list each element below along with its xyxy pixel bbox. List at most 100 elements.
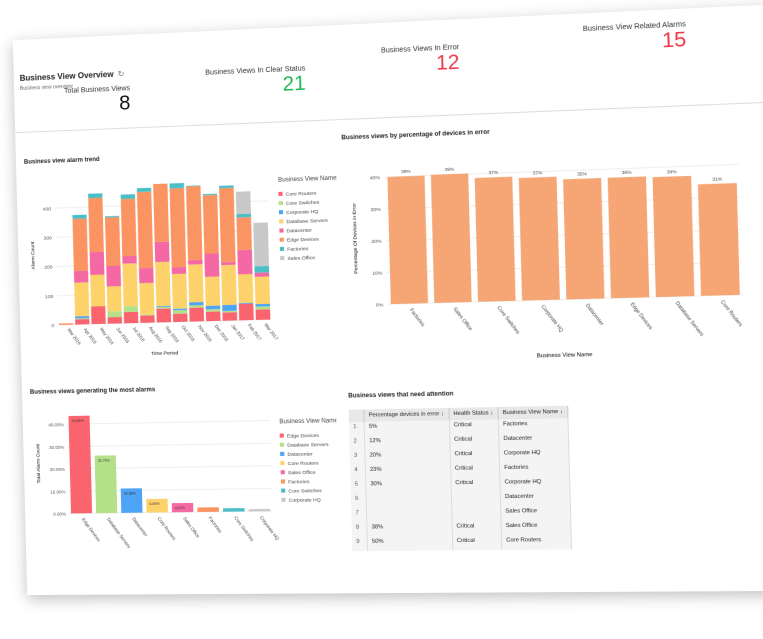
legend-swatch (278, 192, 282, 196)
bar-segment (170, 188, 186, 268)
bar-segment (189, 305, 204, 308)
attention-panel: Business views that need attention Perce… (348, 389, 572, 551)
bar-segment (122, 263, 137, 306)
bar-segment (105, 217, 121, 266)
row-number: 7 (351, 508, 367, 523)
legend-swatch (280, 452, 284, 456)
y-tick-label: 400 (43, 206, 52, 212)
bar-segment (173, 310, 188, 314)
y-tick-label: 300 (43, 235, 52, 241)
most-alarms-panel: Business views generating the most alarm… (30, 383, 340, 571)
health-status-cell: Critical (449, 434, 499, 449)
column-header-health[interactable]: Health Status ↓ (449, 407, 499, 420)
bar-segment (186, 186, 202, 260)
bar-segment (121, 194, 135, 199)
bar-segment (140, 315, 155, 323)
y-axis-label: Total Alarm Count (35, 443, 42, 483)
data-label: 34% (667, 169, 677, 175)
legend-swatch (280, 247, 284, 251)
bar-segment (221, 262, 236, 265)
data-label: 6.05% (149, 502, 159, 506)
x-tick-label: Jul 2016 (132, 326, 147, 343)
x-tick-label: Mar 2017 (263, 322, 279, 341)
row-number: 2 (349, 436, 365, 451)
gridline (67, 421, 270, 425)
data-label: 36% (622, 170, 632, 176)
table-row[interactable]: 9 50% Critical Core Routers (352, 535, 572, 551)
x-tick-label: Factories (408, 307, 426, 328)
bar (653, 176, 695, 297)
business-view-cell: Sales Office (501, 520, 571, 535)
bar-segment (108, 317, 122, 324)
x-tick-label: Sep 2016 (164, 325, 180, 344)
legend-item: Factories (288, 479, 310, 485)
bar-segment (139, 268, 154, 283)
y-tick-label: 0.00% (53, 512, 66, 517)
bar (249, 509, 271, 512)
y-tick-label: 10% (372, 270, 383, 276)
x-tick-label: Oct 2016 (181, 325, 196, 343)
legend-title: Business View Name (278, 175, 337, 183)
legend-swatch (279, 201, 283, 205)
row-number: 5 (350, 479, 366, 494)
legend-swatch (280, 238, 284, 242)
bar-segment (153, 184, 169, 243)
bar-segment (73, 218, 89, 271)
bar-segment (236, 217, 251, 250)
row-number: 4 (350, 465, 366, 480)
bar-segment (188, 260, 203, 265)
y-tick-label: 100 (45, 294, 54, 300)
bar-segment (74, 282, 89, 316)
percentage-cell: 23% (365, 464, 450, 480)
x-tick-label: Datacenter (131, 516, 149, 537)
bar (431, 173, 472, 303)
percentage-cell: 20% (365, 449, 450, 465)
bar-segment (107, 286, 122, 311)
legend-item: Core Routers (286, 191, 317, 198)
data-label: 25.75% (98, 458, 110, 462)
bar (197, 507, 219, 512)
bar-segment (255, 306, 270, 309)
percent-error-panel: Business views by percentage of devices … (341, 119, 756, 371)
bar-segment (124, 306, 138, 312)
legend-item: Database Servers (286, 218, 328, 226)
x-tick-label: Aug 2016 (148, 325, 164, 344)
data-label: 37% (488, 170, 498, 176)
y-tick-label: 10.00% (50, 489, 65, 494)
business-view-cell: Corporate HQ (499, 447, 569, 463)
x-tick-label: Dec 2016 (214, 324, 230, 343)
percentage-cell: 5% (364, 420, 449, 436)
bar-segment (124, 312, 139, 324)
y-tick-label: 20% (371, 239, 382, 246)
bar-segment (204, 253, 219, 276)
y-tick-label: 40% (370, 175, 381, 182)
x-tick-label: Apr 2016 (83, 327, 98, 345)
bar-segment (236, 214, 251, 218)
y-tick-label: 40.00% (48, 422, 63, 427)
refresh-icon[interactable]: ↻ (117, 69, 124, 78)
bar-segment (90, 252, 105, 275)
bar (223, 508, 245, 512)
row-number-header (349, 410, 364, 423)
health-status-cell (451, 492, 501, 507)
legend-item: Edge Devices (287, 433, 320, 440)
bar-segment (88, 193, 102, 198)
bar-segment (172, 267, 187, 274)
legend-item: Core Switches (288, 488, 322, 495)
bar-segment (236, 191, 251, 214)
legend-swatch (281, 479, 285, 483)
health-status-cell: Critical (450, 448, 500, 463)
x-tick-label: Factories (208, 516, 224, 535)
gridline (67, 443, 270, 446)
business-view-cell: Factories (499, 462, 569, 478)
health-status-cell: Critical (452, 521, 502, 536)
bar-segment (91, 306, 106, 324)
kpi-related-alarms: Business View Related Alarms 15 (583, 21, 687, 57)
x-tick-label: May 2016 (99, 327, 115, 346)
y-tick-label: 30.00% (49, 445, 64, 450)
alarm-trend-chart: 0100200300400Alarm CountMar 2016 Apr 2016… (24, 153, 355, 360)
bar-segment (156, 308, 171, 322)
y-tick-label: 30% (370, 207, 381, 214)
bar-segment (222, 305, 237, 311)
bar-segment (88, 198, 104, 253)
